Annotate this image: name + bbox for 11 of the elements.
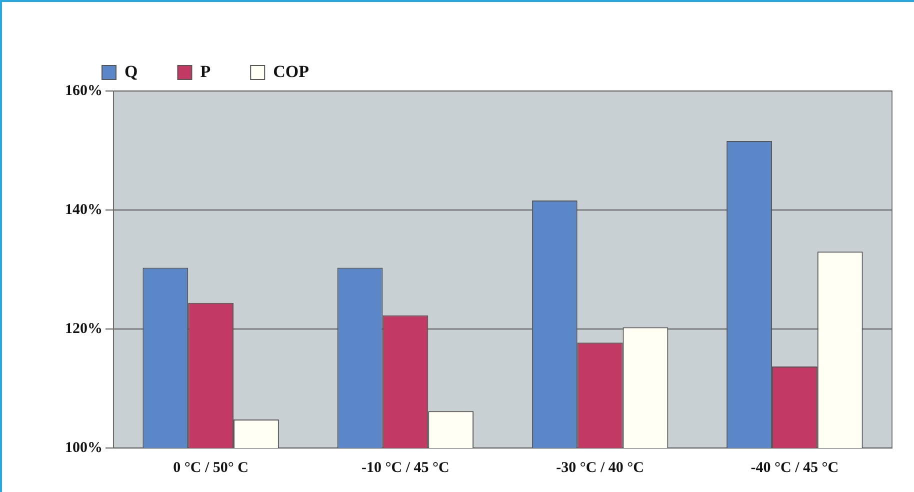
y-tick-label: 100% [65, 440, 102, 456]
x-tick-label: -10 °C / 45 °C [362, 460, 450, 476]
x-tick-label: -30 °C / 40 °C [556, 460, 644, 476]
legend-label: Q [124, 62, 138, 81]
y-tick-label: 160% [65, 82, 102, 99]
y-tick-label: 140% [65, 202, 102, 218]
x-tick-label: 0 °C / 50° C [173, 460, 248, 476]
legend-label: COP [273, 62, 309, 81]
x-tick-label: -40 °C / 45 °C [750, 460, 839, 476]
legend-label: P [200, 62, 211, 81]
y-tick-label: 120% [65, 320, 102, 337]
